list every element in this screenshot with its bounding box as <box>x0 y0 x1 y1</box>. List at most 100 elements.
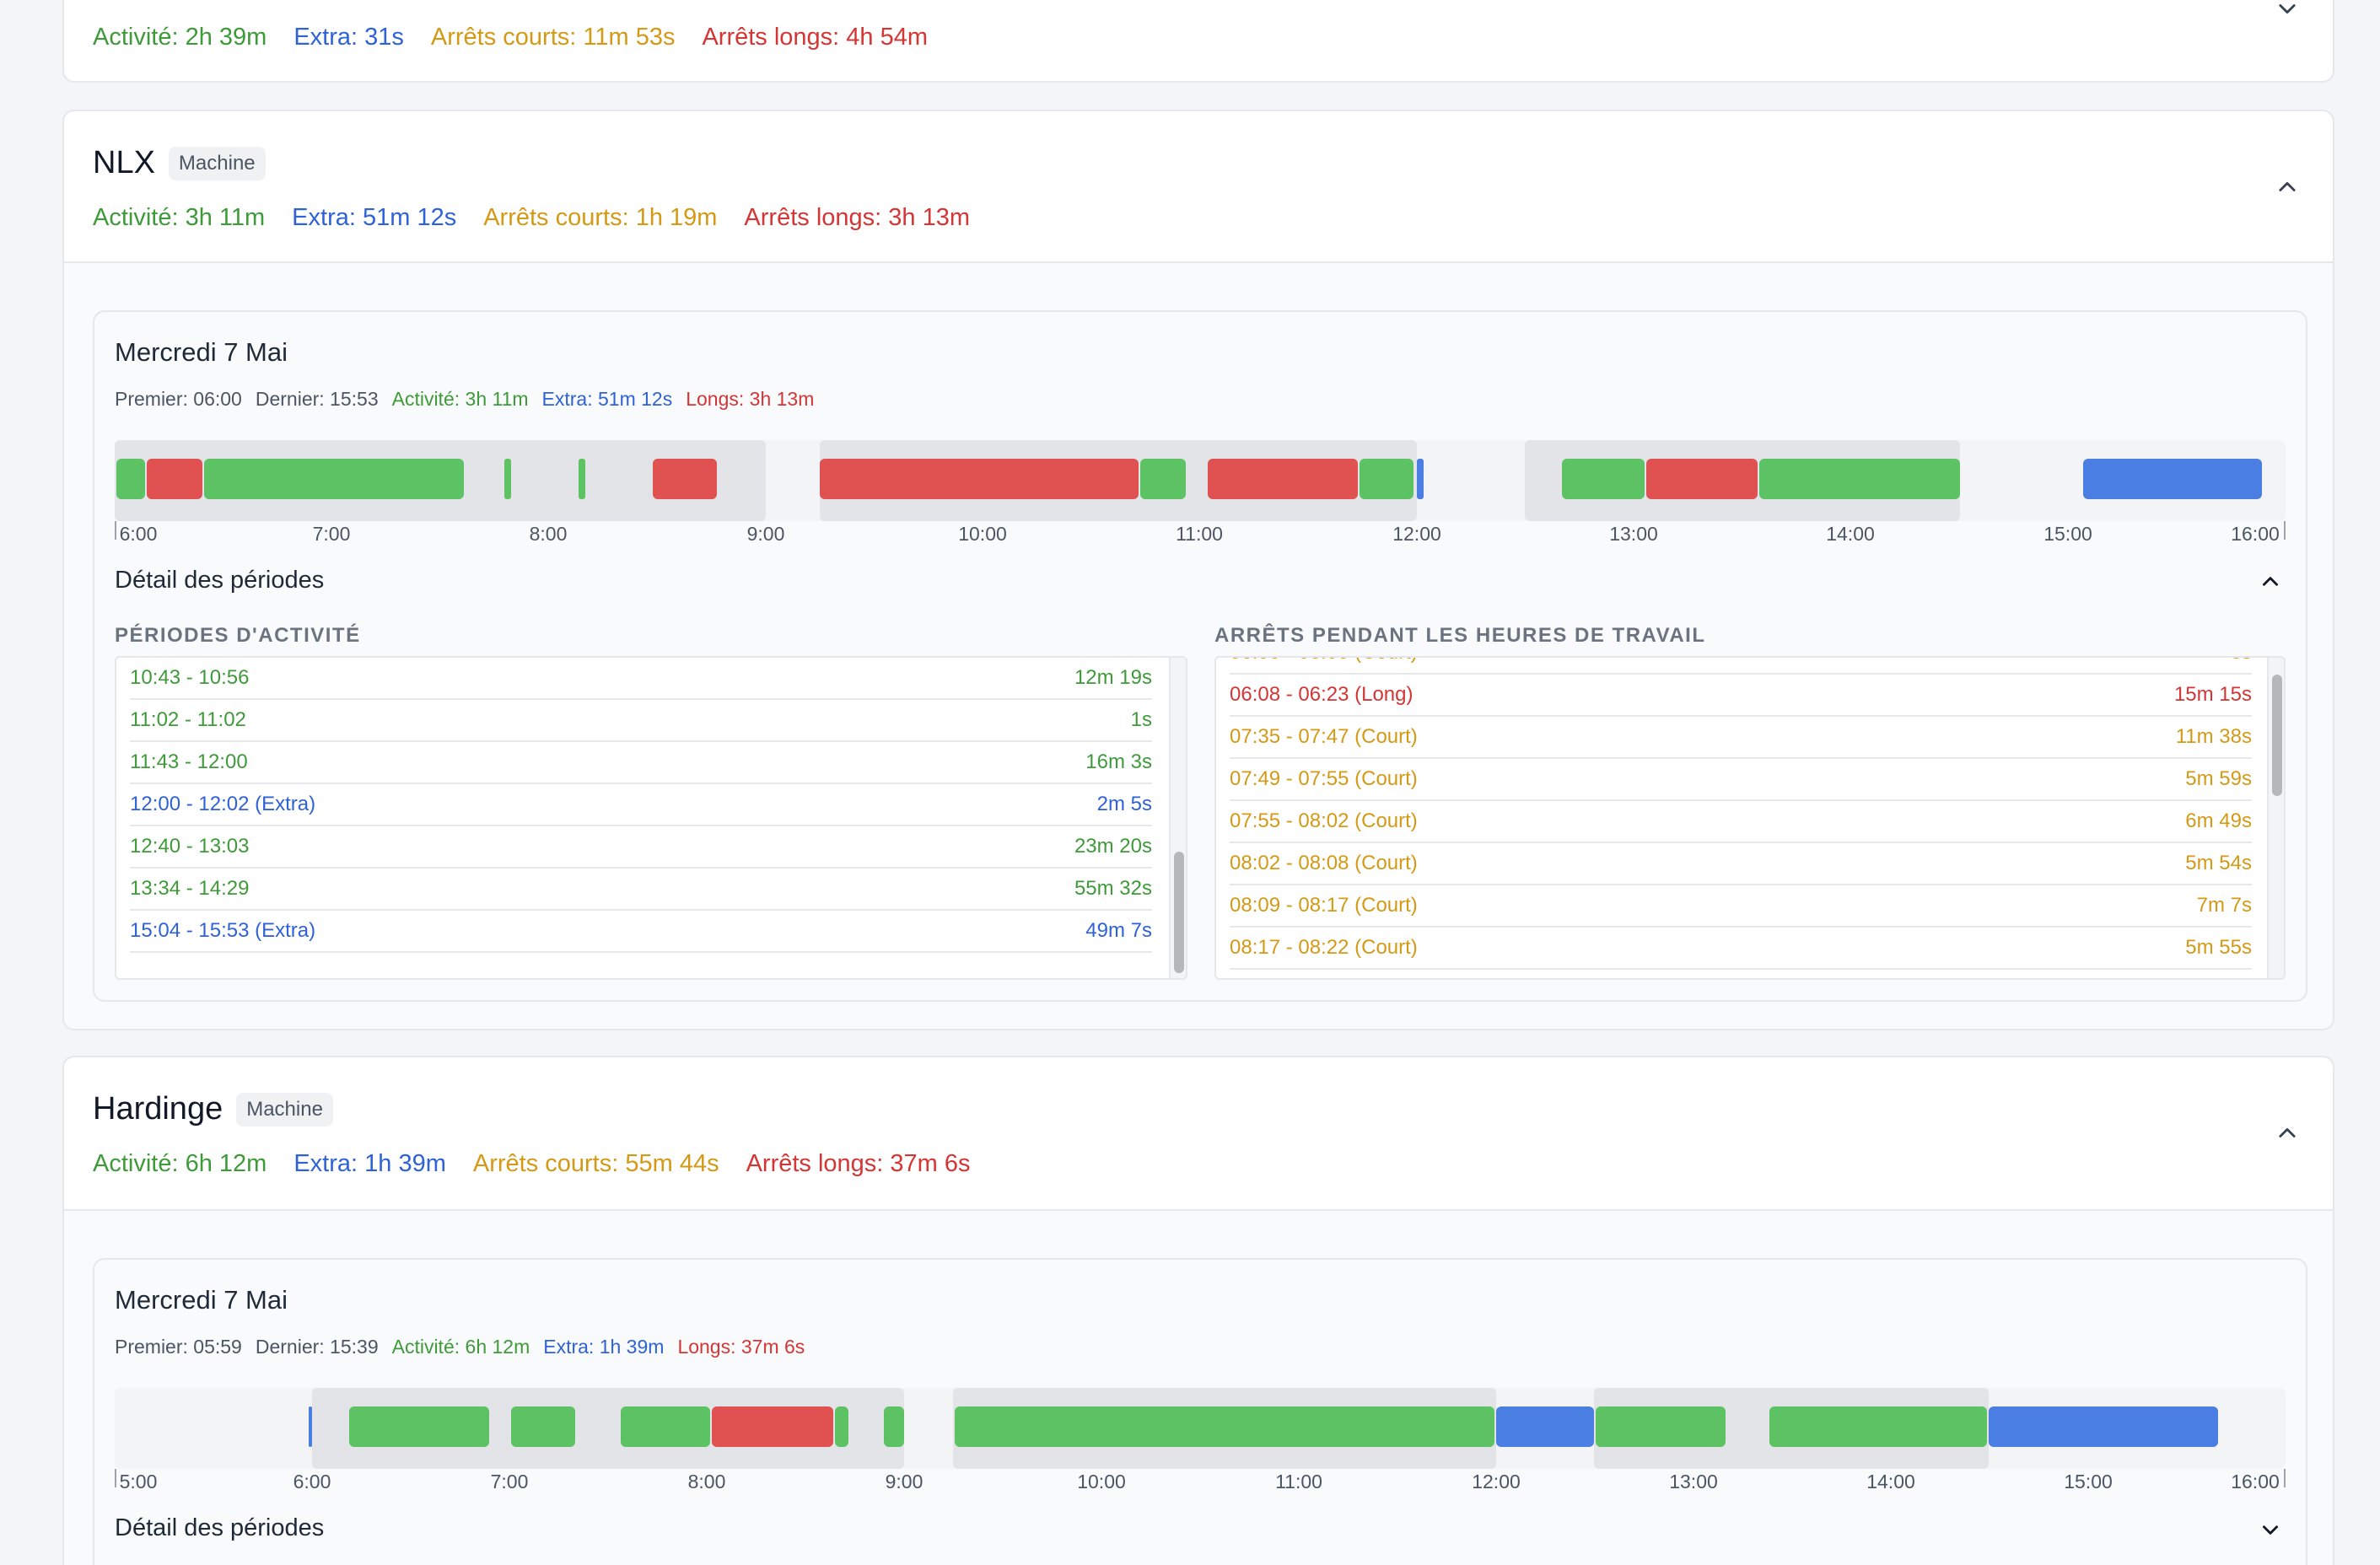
card-header[interactable]: Hardinge Machine Activité: 6h 12m Extra:… <box>64 1057 2333 1209</box>
period-range: 12:00 - 12:02 (Extra) <box>130 793 316 815</box>
chevron-up-icon[interactable] <box>2255 567 2286 597</box>
period-row: 08:02 - 08:08 (Court) 5m 54s <box>1230 843 2252 885</box>
period-row: 06:00 - 06:00 (Court) 8s <box>1230 658 2252 675</box>
activity-segment[interactable] <box>621 1406 710 1447</box>
detail-toggle-label[interactable]: Détail des périodes <box>115 1514 325 1541</box>
stat-extra: Extra: 1h 39m <box>293 1150 446 1177</box>
timeline-axis: 6:00 7:00 8:00 9:00 10:00 11:00 12:00 13… <box>115 521 2286 555</box>
tick-label: 16:00 <box>2231 1471 2280 1492</box>
period-duration: 6m 49s <box>2185 809 2252 832</box>
day-panel: Mercredi 7 Mai Premier: 05:59 Dernier: 1… <box>93 1258 2307 1565</box>
extra-segment[interactable] <box>1417 459 1424 499</box>
activity-segment[interactable] <box>1360 459 1413 499</box>
stops-list[interactable]: 08:17 - 08:22 (Court) 5m 55s 08:09 - 08:17… <box>1214 656 2286 980</box>
day-title: Mercredi 7 Mai <box>115 337 288 367</box>
period-row: 11:02 - 11:02 1s <box>130 700 1152 742</box>
long-stop-segment[interactable] <box>1208 459 1358 499</box>
tick-label: 9:00 <box>885 1471 923 1492</box>
stat-activity: Activité: 3h 11m <box>93 204 266 231</box>
period-row: 11:43 - 12:00 16m 3s <box>130 742 1152 784</box>
stat-extra: Extra: 31s <box>293 24 404 51</box>
activity-segment[interactable] <box>835 1406 848 1447</box>
activity-segment[interactable] <box>204 459 464 499</box>
chevron-up-icon[interactable] <box>2270 170 2304 204</box>
tick-label: 8:00 <box>529 523 568 545</box>
card-header[interactable]: Activité: 2h 39m Extra: 31s Arrêts court… <box>64 0 2333 81</box>
period-duration: 23m 20s <box>1074 835 1152 858</box>
period-range: 08:02 - 08:08 (Court) <box>1230 852 1418 874</box>
period-range: 10:43 - 10:56 <box>130 666 250 689</box>
timeline <box>115 1388 2286 1469</box>
tick-label: 11:00 <box>1275 1471 1322 1492</box>
machine-badge: Machine <box>168 146 266 180</box>
period-row: 10:43 - 10:56 12m 19s <box>130 658 1152 700</box>
chevron-up-icon[interactable] <box>2270 1116 2304 1150</box>
period-duration: 11m 38s <box>2175 725 2252 748</box>
card-header[interactable]: NLX Machine Activité: 3h 11m Extra: 51m … <box>64 111 2333 261</box>
period-range: 08:17 - 08:22 (Court) <box>1230 936 1418 959</box>
tick-label: 12:00 <box>1472 1471 1521 1492</box>
activity-segment[interactable] <box>1596 1406 1726 1447</box>
day-longs: Longs: 3h 13m <box>686 388 815 410</box>
period-row: 06:08 - 06:23 (Long) 15m 15s <box>1230 675 2252 717</box>
activity-segment[interactable] <box>1759 459 1960 499</box>
tick-label: 15:00 <box>2064 1471 2113 1492</box>
activity-segment[interactable] <box>504 459 511 499</box>
activity-segment[interactable] <box>1769 1406 1987 1447</box>
activity-segment[interactable] <box>579 459 585 499</box>
scrollbar[interactable] <box>2267 658 2284 978</box>
machine-card-top: Activité: 2h 39m Extra: 31s Arrêts court… <box>62 0 2334 83</box>
activity-segment[interactable] <box>884 1406 904 1447</box>
period-row: 08:09 - 08:17 (Court) 7m 7s <box>1230 885 2252 928</box>
extra-segment[interactable] <box>1496 1406 1594 1447</box>
day-title: Mercredi 7 Mai <box>115 1285 288 1315</box>
activity-segment[interactable] <box>1140 459 1186 499</box>
period-range: 08:09 - 08:17 (Court) <box>1230 894 1418 917</box>
day-extra: Extra: 51m 12s <box>541 388 673 410</box>
scrollbar-thumb[interactable] <box>2272 675 2282 796</box>
period-range: 06:08 - 06:23 (Long) <box>1230 683 1413 706</box>
long-stop-segment[interactable] <box>653 459 717 499</box>
activity-segment[interactable] <box>511 1406 575 1447</box>
period-row: 15:04 - 15:53 (Extra) 49m 7s <box>130 911 1152 953</box>
long-stop-segment[interactable] <box>712 1406 833 1447</box>
last-time: Dernier: 15:39 <box>255 1336 379 1358</box>
activity-segment[interactable] <box>1562 459 1645 499</box>
tick-label: 10:00 <box>958 523 1007 545</box>
period-duration: 5m 55s <box>2185 936 2252 959</box>
activity-segment[interactable] <box>116 459 145 499</box>
chevron-down-icon[interactable] <box>2270 0 2304 25</box>
activity-segment[interactable] <box>955 1406 1494 1447</box>
extra-segment[interactable] <box>2083 459 2262 499</box>
long-stop-segment[interactable] <box>1646 459 1758 499</box>
period-range: 15:04 - 15:53 (Extra) <box>130 919 316 942</box>
period-duration: 2m 5s <box>1096 793 1152 815</box>
extra-segment[interactable] <box>309 1406 312 1447</box>
long-stop-segment[interactable] <box>820 459 1139 499</box>
chevron-down-icon[interactable] <box>2255 1514 2286 1545</box>
long-stop-segment[interactable] <box>147 459 202 499</box>
period-range: 13:34 - 14:29 <box>130 877 250 900</box>
detail-toggle-label[interactable]: Détail des périodes <box>115 567 325 594</box>
activity-segment[interactable] <box>349 1406 489 1447</box>
tick-label: 9:00 <box>746 523 785 545</box>
scrollbar-thumb[interactable] <box>1174 852 1184 973</box>
day-activity: Activité: 3h 11m <box>391 388 529 410</box>
machine-stats: Activité: 3h 11m Extra: 51m 12s Arrêts c… <box>93 204 970 232</box>
card-body: Mercredi 7 Mai Premier: 05:59 Dernier: 1… <box>64 1209 2333 1565</box>
period-range: 12:40 - 13:03 <box>130 835 250 858</box>
period-row: 13:34 - 14:29 55m 32s <box>130 869 1152 911</box>
tick-label: 16:00 <box>2231 523 2280 545</box>
period-duration: 49m 7s <box>1085 919 1152 942</box>
scrollbar[interactable] <box>1169 658 1186 978</box>
period-duration: 5m 54s <box>2185 852 2252 874</box>
stat-activity: Activité: 6h 12m <box>93 1150 267 1177</box>
period-duration: 5m 59s <box>2185 767 2252 790</box>
period-range: 11:43 - 12:00 <box>130 750 248 773</box>
extra-segment[interactable] <box>1989 1406 2218 1447</box>
tick-label: 14:00 <box>1866 1471 1915 1492</box>
tick-label: 13:00 <box>1609 523 1658 545</box>
activity-periods-list[interactable]: 15:04 - 15:53 (Extra) 49m 7s 13:34 - 14:29… <box>115 656 1187 980</box>
period-row: 08:17 - 08:22 (Court) 5m 55s <box>1230 928 2252 970</box>
stat-short-stops: Arrêts courts: 1h 19m <box>483 204 718 231</box>
